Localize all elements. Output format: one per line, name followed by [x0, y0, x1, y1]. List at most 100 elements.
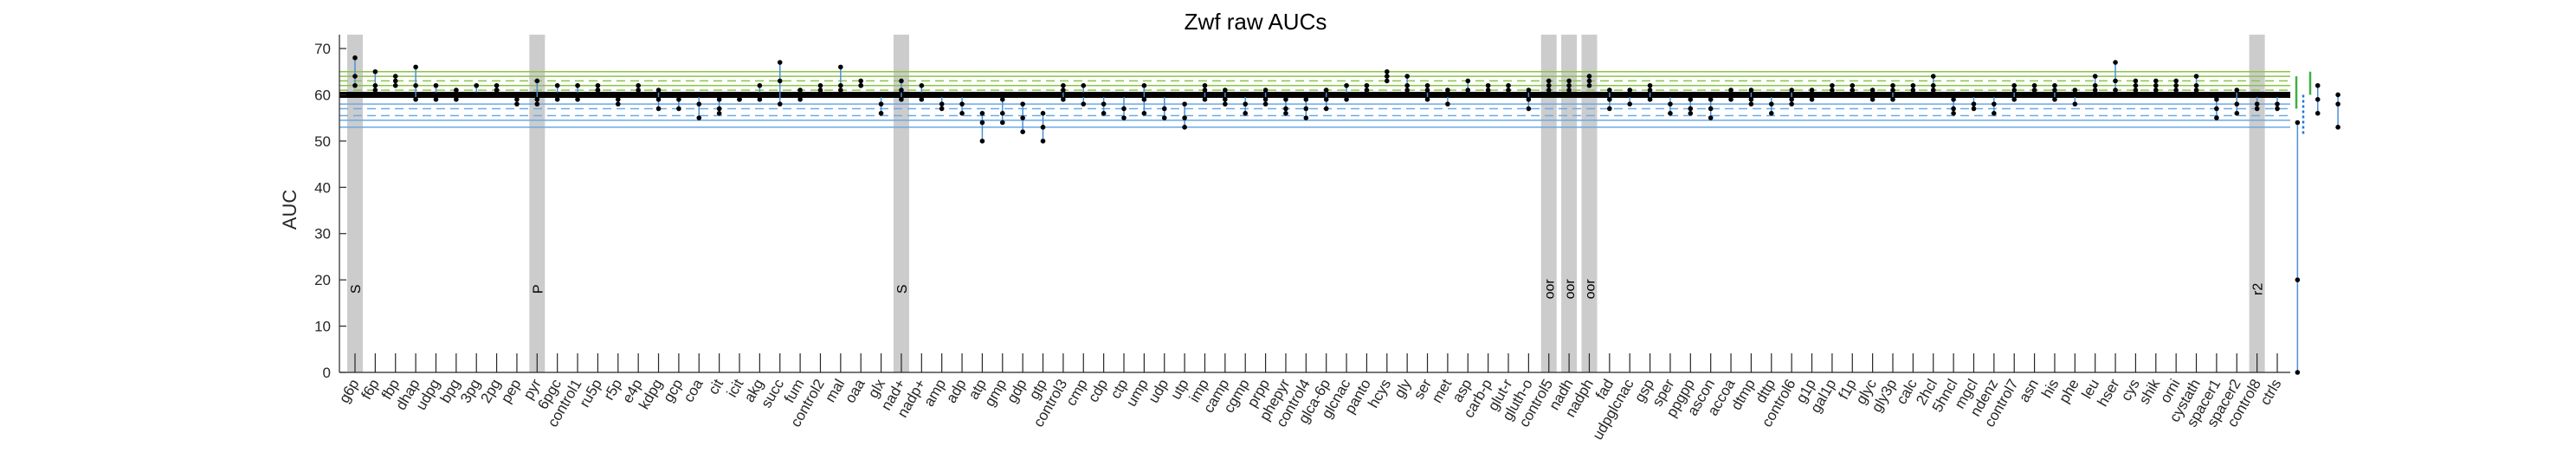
data-point: [352, 82, 358, 88]
data-point: [1243, 111, 1249, 116]
data-point: [2234, 111, 2240, 116]
y-tick-label: 10: [314, 319, 331, 335]
data-point: [1323, 96, 1329, 102]
data-point: [1161, 106, 1167, 112]
data-point: [919, 82, 925, 88]
data-point: [757, 92, 763, 98]
data-point: [575, 92, 580, 98]
data-point: [1262, 96, 1269, 102]
data-point: [1930, 87, 1936, 93]
data-point: [2052, 82, 2057, 88]
x-tick-label: phe: [2056, 377, 2082, 406]
data-point: [1930, 74, 1936, 79]
x-tick-label: hcys: [1365, 377, 1394, 411]
data-point: [2234, 87, 2240, 93]
data-point: [959, 111, 965, 116]
data-point: [534, 101, 540, 107]
shaded-column: [1581, 35, 1598, 372]
data-point: [1384, 74, 1390, 79]
data-point: [2335, 92, 2340, 98]
data-point: [352, 74, 358, 79]
data-point: [2214, 96, 2219, 102]
data-point: [2173, 87, 2179, 93]
data-point: [696, 115, 702, 120]
data-point: [1869, 92, 1876, 98]
data-point: [838, 87, 843, 93]
data-point: [1364, 87, 1370, 93]
data-point: [1384, 78, 1390, 84]
data-point: [2113, 60, 2118, 65]
data-point: [554, 96, 560, 102]
data-point: [1182, 101, 1187, 107]
data-point: [1223, 87, 1228, 93]
data-point: [372, 82, 378, 88]
x-tick-label: cdp: [1085, 377, 1111, 405]
x-tick-label: 3pg: [457, 377, 484, 406]
data-point: [514, 101, 520, 107]
data-point: [2214, 115, 2219, 120]
data-point: [838, 64, 843, 70]
data-point: [1951, 111, 1956, 116]
x-tick-label: ctrls: [2256, 377, 2284, 408]
data-point: [454, 96, 459, 102]
data-point: [878, 101, 884, 107]
data-point: [899, 96, 904, 102]
data-point: [1101, 101, 1107, 107]
data-point: [1061, 96, 1066, 102]
data-point: [2254, 101, 2260, 107]
data-point: [1465, 92, 1471, 98]
data-point: [1526, 96, 1532, 102]
data-point: [676, 92, 681, 98]
data-point: [2011, 87, 2018, 93]
data-point: [1506, 82, 1511, 88]
data-point: [1202, 96, 1208, 102]
data-point: [2193, 87, 2199, 93]
data-point: [737, 92, 742, 98]
data-point: [1748, 87, 1754, 93]
x-tick-label: cit: [705, 376, 726, 397]
data-point: [2031, 92, 2037, 98]
data-point: [2133, 87, 2139, 93]
data-point: [2031, 87, 2037, 93]
data-point: [534, 96, 540, 102]
data-point: [1992, 92, 1997, 98]
data-marks: [352, 55, 2340, 375]
data-point: [1951, 106, 1956, 112]
data-point: [1121, 115, 1127, 120]
axes: 010203040506070g6pf6pfbpdhapudpgbpg3pg2p…: [314, 35, 2290, 443]
y-tick-label: 20: [314, 272, 331, 288]
data-point: [1607, 87, 1612, 93]
data-point: [2011, 82, 2018, 88]
data-point: [1688, 106, 1694, 112]
data-point: [1627, 87, 1633, 93]
data-point: [2052, 96, 2057, 102]
data-point: [1081, 82, 1087, 88]
data-point: [575, 96, 580, 102]
data-point: [1748, 96, 1754, 102]
data-point: [2275, 101, 2280, 107]
shaded-column-label: S: [349, 284, 364, 294]
data-point: [2275, 106, 2280, 112]
data-point: [1223, 101, 1228, 107]
data-point: [1404, 87, 1410, 93]
data-point: [636, 87, 641, 93]
data-point: [1546, 87, 1552, 93]
data-point: [1668, 92, 1673, 98]
data-point: [1303, 106, 1309, 112]
data-point: [1445, 92, 1450, 98]
data-point: [1223, 96, 1228, 102]
data-point: [1424, 87, 1430, 93]
data-point: [1688, 111, 1694, 116]
data-point: [757, 82, 763, 88]
data-point: [2193, 74, 2199, 79]
shaded-column-label: oor: [1563, 279, 1578, 300]
data-point: [1647, 87, 1653, 93]
data-point: [534, 78, 540, 84]
data-point: [1546, 82, 1552, 88]
data-point: [413, 96, 418, 102]
data-point: [1830, 82, 1835, 88]
data-point: [939, 92, 945, 98]
data-point: [1668, 101, 1673, 107]
shaded-column: [347, 35, 363, 372]
data-point: [999, 96, 1005, 102]
